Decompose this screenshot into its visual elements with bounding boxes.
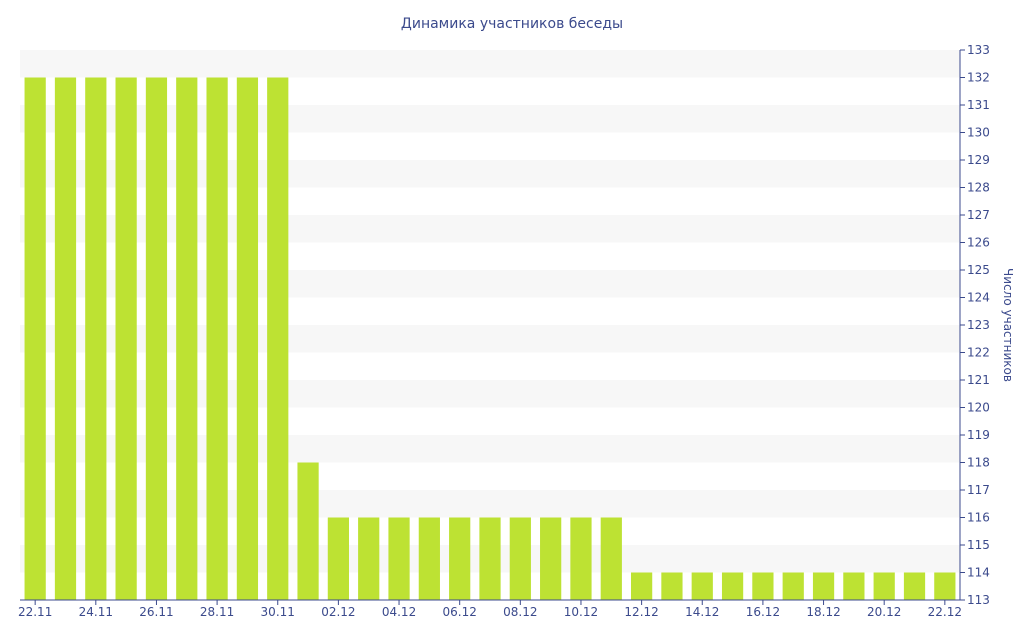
y-tick-label: 133 <box>967 43 990 57</box>
x-tick-label: 04.12 <box>382 605 416 619</box>
x-tick-label: 14.12 <box>685 605 719 619</box>
bar-26.11 <box>145 77 168 600</box>
bar-04.12 <box>388 517 410 600</box>
y-tick-label: 120 <box>967 401 990 415</box>
bar-24.11 <box>85 77 107 600</box>
bar-22.12 <box>934 572 956 600</box>
x-axis-ticks: 22.11 24.11 26.11 28.11 30.11 02.12 04.12 06.12… <box>18 600 962 619</box>
y-tick-label: 128 <box>967 181 990 195</box>
bar-12.12 <box>631 572 653 600</box>
bar-series <box>24 77 956 600</box>
y-tick-label: 130 <box>967 126 990 140</box>
y-tick-label: 113 <box>967 593 990 607</box>
y-tick-label: 124 <box>967 291 990 305</box>
y-axis-ticks: 113 114 115 116 117 118 119 120 121 122 123 124 125 1… <box>960 43 990 607</box>
bar-16.12 <box>752 572 774 600</box>
y-tick-label: 121 <box>967 373 990 387</box>
bar-07.12 <box>479 517 501 600</box>
x-tick-label: 22.12 <box>928 605 962 619</box>
bar-13.12 <box>661 572 683 600</box>
bar-14.12 <box>691 572 713 600</box>
y-tick-label: 132 <box>967 71 990 85</box>
bar-15.12 <box>721 572 744 600</box>
y-tick-label: 122 <box>967 346 990 360</box>
y-tick-label: 123 <box>967 318 990 332</box>
bar-23.11 <box>54 77 77 600</box>
y-tick-label: 126 <box>967 236 990 250</box>
bar-08.12 <box>509 517 531 600</box>
chart-title: Динамика участников беседы <box>401 16 623 32</box>
bar-29.11 <box>236 77 259 600</box>
y-tick-label: 119 <box>967 428 990 442</box>
bar-19.12 <box>843 572 865 600</box>
bar-22.11 <box>24 77 46 600</box>
bar-20.12 <box>873 572 895 600</box>
x-tick-label: 26.11 <box>139 605 173 619</box>
bar-30.11 <box>267 77 289 600</box>
grid-band <box>20 50 960 78</box>
bar-01.12 <box>297 462 319 600</box>
bar-18.12 <box>812 572 835 600</box>
x-tick-label: 10.12 <box>564 605 598 619</box>
x-tick-label: 28.11 <box>200 605 234 619</box>
bar-28.11 <box>206 77 228 600</box>
y-tick-label: 125 <box>967 263 990 277</box>
bar-09.12 <box>540 517 562 600</box>
bar-21.12 <box>903 572 926 600</box>
x-tick-label: 06.12 <box>442 605 476 619</box>
x-tick-label: 22.11 <box>18 605 52 619</box>
x-tick-label: 20.12 <box>867 605 901 619</box>
y-tick-label: 127 <box>967 208 990 222</box>
y-tick-label: 118 <box>967 456 990 470</box>
y-tick-label: 116 <box>967 511 990 525</box>
bar-17.12 <box>782 572 804 600</box>
y-axis-label: Число участников <box>1001 268 1015 382</box>
bar-06.12 <box>449 517 471 600</box>
y-tick-label: 115 <box>967 538 990 552</box>
x-tick-label: 18.12 <box>806 605 840 619</box>
x-tick-label: 16.12 <box>746 605 780 619</box>
y-tick-label: 131 <box>967 98 990 112</box>
bar-02.12 <box>327 517 349 600</box>
x-tick-label: 12.12 <box>624 605 658 619</box>
y-tick-label: 114 <box>967 566 990 580</box>
y-tick-label: 129 <box>967 153 990 167</box>
bar-05.12 <box>418 517 440 600</box>
bar-10.12 <box>570 517 592 600</box>
bar-03.12 <box>358 517 380 600</box>
x-tick-label: 24.11 <box>79 605 113 619</box>
x-tick-label: 30.11 <box>261 605 295 619</box>
bar-27.11 <box>176 77 198 600</box>
bar-25.11 <box>115 77 137 600</box>
x-tick-label: 08.12 <box>503 605 537 619</box>
bar-11.12 <box>600 517 622 600</box>
y-tick-label: 117 <box>967 483 990 497</box>
x-tick-label: 02.12 <box>321 605 355 619</box>
